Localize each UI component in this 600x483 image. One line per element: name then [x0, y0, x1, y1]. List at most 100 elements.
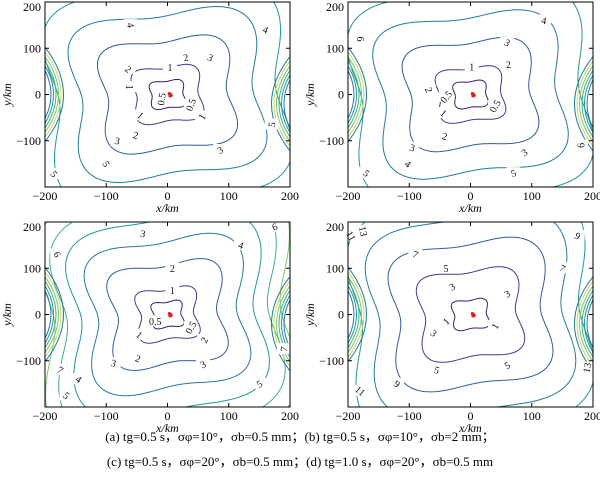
plot-frame [347, 221, 594, 408]
contour-label: 11 [343, 229, 357, 243]
contour-label-bg [421, 83, 436, 95]
contour-label-bg [136, 227, 150, 239]
edge-contour-left [45, 70, 52, 119]
contour-label: 1 [170, 286, 175, 297]
contour-label: 1 [197, 112, 209, 122]
y-axis-label: y/km [0, 303, 14, 327]
x-tick-label: −200 [33, 189, 58, 203]
edge-contour-left [45, 51, 62, 138]
edge-contour-left [45, 271, 62, 358]
x-tick-label: 200 [584, 409, 600, 423]
contour-label-bg [213, 144, 228, 155]
contour-label-bg [252, 377, 267, 389]
x-tick-label: −200 [336, 409, 361, 423]
contour-level-3 [372, 9, 569, 180]
contour-label-bg [573, 139, 588, 151]
contour-label-bg [258, 23, 273, 35]
contour-level-0_5 [452, 79, 489, 110]
contour-label: 9 [572, 231, 582, 243]
x-tick-label: 0 [468, 409, 474, 423]
edge-contour-left [45, 290, 52, 339]
contour-label: 4 [124, 22, 136, 29]
contour-label: 3 [448, 282, 458, 294]
contour-label: 9 [391, 379, 401, 391]
contour-label-bg [500, 36, 515, 48]
edge-contour-left [45, 60, 57, 129]
contour-level-2 [106, 258, 229, 371]
edge-contour-right [586, 299, 593, 349]
x-tick-label: −100 [94, 409, 119, 423]
edge-contour-right [584, 294, 593, 353]
contour-label-bg [148, 315, 163, 327]
contour-label: 13 [356, 226, 369, 238]
edge-contour-right [278, 70, 290, 138]
y-tick-label: 100 [326, 261, 344, 275]
contour-label-bg [501, 58, 516, 70]
contour-label-bg [162, 61, 177, 73]
contour-label-bg [183, 98, 198, 110]
contour-label: 7 [557, 263, 567, 275]
contour-label-bg [123, 19, 138, 31]
contour-label-bg [439, 315, 453, 327]
contour-label: 0.5 [488, 98, 504, 114]
contour-label: 6 [354, 37, 365, 42]
contour-label-bg [359, 167, 374, 179]
edge-contour-left [348, 70, 355, 119]
edge-contour-left [45, 65, 54, 124]
contour-label-bg [439, 90, 453, 102]
contour-label: 4 [402, 159, 413, 171]
contour-label-bg [356, 225, 371, 237]
contour-label-bg [47, 168, 62, 180]
contour-level-1 [450, 297, 491, 332]
contour-label: 3 [428, 328, 439, 340]
contour-label: 3 [216, 145, 226, 157]
y-tick-label: 200 [326, 220, 344, 234]
station-marker [168, 94, 172, 98]
contour-label-bg [154, 93, 169, 105]
contour-label: 2 [134, 353, 142, 365]
contour-label-bg [464, 60, 479, 72]
contour-label: 3 [139, 229, 146, 241]
contour-label: 5 [48, 169, 60, 180]
contour-label-bg [488, 320, 502, 332]
contour-label-bg [437, 130, 452, 142]
contour-label: 0.5 [184, 320, 200, 336]
edge-contour-right [574, 276, 593, 372]
contour-label-bg [53, 364, 68, 375]
edge-contour-left [348, 280, 360, 349]
edge-contour-left [348, 290, 355, 339]
contour-label: 7 [279, 346, 291, 353]
contour-label: 2 [506, 60, 512, 71]
edge-contour-left [348, 267, 367, 362]
contour-label-bg [121, 63, 136, 75]
contour-label: 13 [582, 362, 595, 374]
edge-contour-right [273, 280, 290, 367]
edge-contour-left [45, 276, 59, 353]
contour-label: 2 [422, 86, 434, 94]
contour-label-bg [408, 248, 423, 260]
station-marker [168, 314, 172, 318]
y-tick-label: 100 [326, 41, 344, 55]
contour-label: 5 [99, 159, 111, 169]
contour-label: 5 [444, 264, 449, 275]
y-tick-label: 0 [338, 308, 344, 322]
contour-lines [348, 222, 593, 407]
x-axis-label: x/km [155, 201, 179, 215]
contour-label: 1 [469, 62, 474, 73]
edge-contour-right [581, 70, 593, 138]
x-tick-label: 200 [584, 189, 600, 203]
contour-label-bg [132, 328, 147, 340]
y-tick-label: −100 [319, 354, 344, 368]
caption-line-2: (c) tg=0.5 s，σφ=20°，σb=0.5 mm；(d) tg=1.0… [106, 454, 494, 469]
contour-label-bg [555, 262, 570, 274]
edge-contour-right [586, 79, 593, 129]
y-tick-label: 0 [35, 88, 41, 102]
contour-label: 3 [113, 136, 121, 148]
contour-label: 5 [60, 390, 71, 402]
contour-label: 6 [576, 143, 587, 148]
x-axis-label: x/km [155, 421, 179, 435]
edge-contour-right [576, 60, 593, 147]
